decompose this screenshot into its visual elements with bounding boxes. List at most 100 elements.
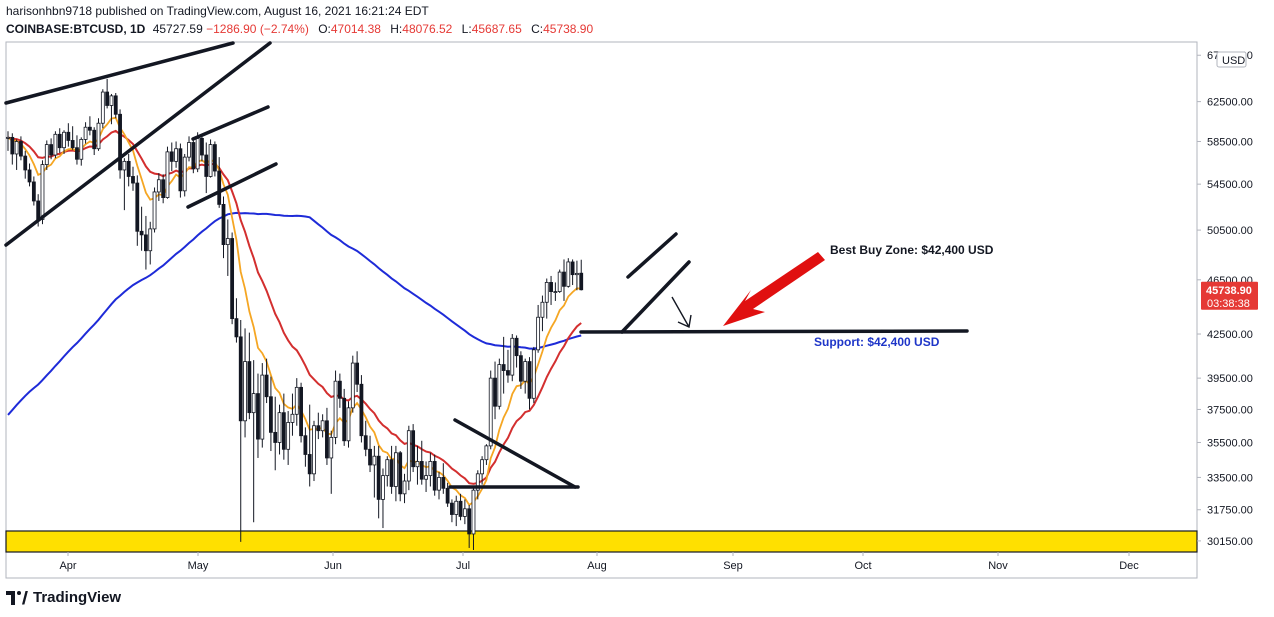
candle-body xyxy=(14,141,19,155)
candle-body xyxy=(187,142,191,158)
candle xyxy=(187,136,191,162)
candle-body xyxy=(217,170,222,205)
candle xyxy=(402,473,407,504)
candle-body xyxy=(27,169,32,183)
close-value: 45738.90 xyxy=(543,22,594,36)
candle-body xyxy=(432,461,437,491)
candle-body xyxy=(208,144,213,177)
candle-body xyxy=(256,393,260,440)
symbol-label: COINBASE:BTCUSD, 1D xyxy=(6,22,146,36)
candle xyxy=(57,128,62,153)
candle xyxy=(337,373,342,408)
candle xyxy=(398,451,403,502)
candle-body xyxy=(303,435,308,455)
candle-body xyxy=(178,148,183,192)
candle xyxy=(536,304,541,353)
y-tick-label: 39500.00 xyxy=(1207,373,1253,385)
ma-mid-line xyxy=(7,129,582,485)
trend-line xyxy=(453,418,577,489)
candle-body xyxy=(428,461,433,477)
candles xyxy=(6,78,584,550)
candle xyxy=(501,336,506,394)
candle xyxy=(79,137,84,166)
last-price: 45727.59 xyxy=(152,22,203,36)
candle-body xyxy=(312,425,316,475)
buy-zone-arrow-icon xyxy=(723,252,825,326)
candle-body xyxy=(527,361,532,399)
candle xyxy=(475,470,480,500)
candle-body xyxy=(36,200,41,220)
candle xyxy=(406,425,411,491)
x-tick-label: Jul xyxy=(456,560,470,572)
candle-body xyxy=(57,133,62,149)
candle xyxy=(212,141,217,177)
candle-body xyxy=(406,430,411,482)
candle-body xyxy=(437,477,441,491)
candle-body xyxy=(66,131,71,141)
candle-body xyxy=(70,140,75,149)
candle-body xyxy=(480,459,485,475)
candle xyxy=(441,463,446,494)
candle-body xyxy=(152,191,157,230)
candle xyxy=(260,363,265,448)
candle xyxy=(531,346,536,404)
candle-body xyxy=(139,230,144,236)
candle xyxy=(325,407,329,465)
candle-body xyxy=(488,377,493,447)
candle xyxy=(549,275,553,305)
candle xyxy=(294,378,299,426)
candle xyxy=(376,445,381,519)
candle xyxy=(182,153,187,197)
candle xyxy=(6,131,10,151)
candle-body xyxy=(191,142,196,170)
candle-body xyxy=(325,420,329,459)
down-arrow-icon xyxy=(671,296,692,329)
candle-body xyxy=(238,336,243,422)
candle xyxy=(31,176,36,206)
candle xyxy=(385,456,390,487)
candle-body xyxy=(230,238,235,320)
candle xyxy=(372,445,377,498)
candle-body xyxy=(337,380,342,399)
tradingview-logo-icon xyxy=(6,590,28,605)
candle xyxy=(329,430,334,494)
candle-body xyxy=(562,271,566,287)
x-tick-label: Sep xyxy=(723,560,743,572)
candle-body xyxy=(393,452,398,487)
candle-body xyxy=(475,473,480,491)
candle xyxy=(484,444,489,465)
candle-body xyxy=(118,113,122,171)
candle xyxy=(566,258,571,288)
candle xyxy=(454,495,459,527)
candle-body xyxy=(251,393,256,414)
candle-body xyxy=(544,282,549,303)
candle xyxy=(135,175,140,246)
candle xyxy=(510,334,515,382)
candle xyxy=(40,160,45,225)
candle xyxy=(488,370,493,450)
candle-body xyxy=(501,364,506,371)
open-label: O: xyxy=(318,22,331,36)
candle xyxy=(497,358,502,410)
candle-body xyxy=(44,144,49,165)
candle xyxy=(100,89,105,129)
candle xyxy=(118,109,122,179)
candle-body xyxy=(221,203,226,245)
candle-body xyxy=(510,337,515,376)
x-tick-label: Nov xyxy=(988,560,1008,572)
candle-body xyxy=(514,337,519,357)
candle-body xyxy=(113,95,118,115)
candle xyxy=(419,440,424,485)
candle xyxy=(165,146,170,199)
candle xyxy=(432,454,437,496)
best-buy-annotation: Best Buy Zone: $42,400 USD xyxy=(830,243,994,257)
candle-body xyxy=(493,377,497,407)
x-tick-label: Aug xyxy=(587,560,607,572)
candle xyxy=(238,320,243,542)
candle xyxy=(359,375,364,443)
candle-body xyxy=(62,131,66,149)
support-line xyxy=(579,329,969,334)
candle xyxy=(122,158,127,211)
candle xyxy=(27,163,32,187)
